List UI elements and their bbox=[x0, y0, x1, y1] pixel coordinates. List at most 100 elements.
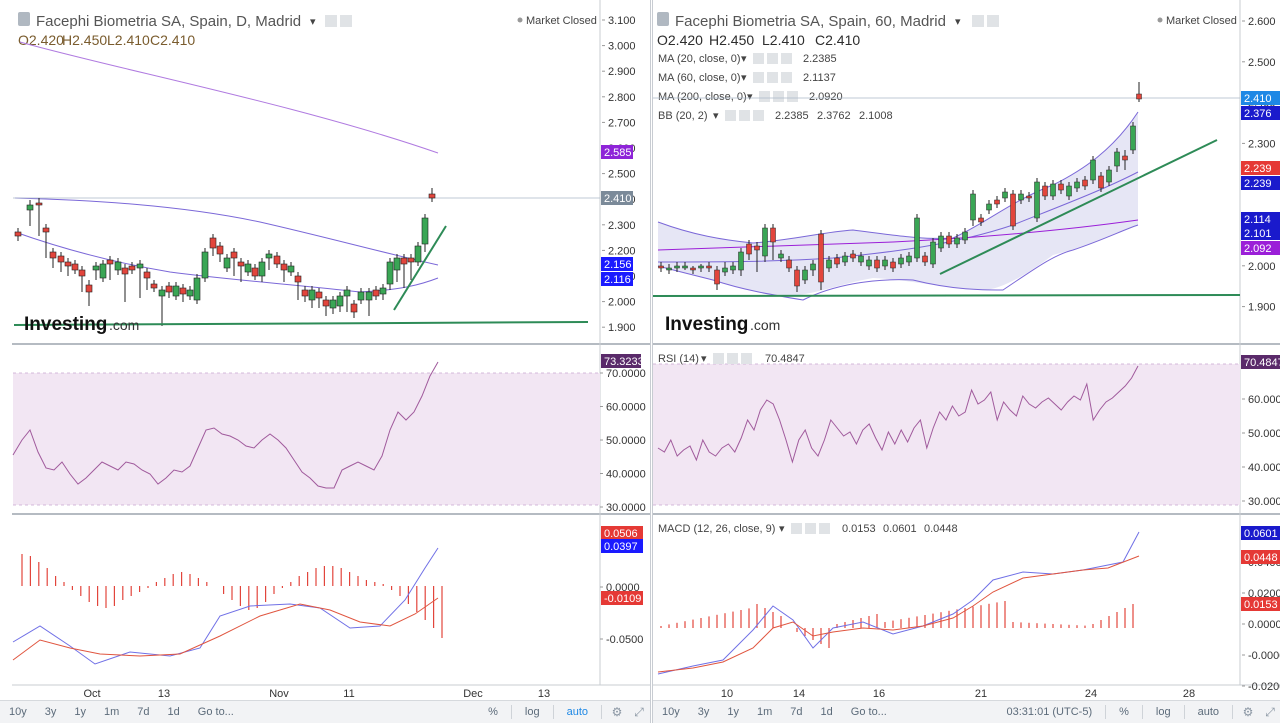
close-icon[interactable] bbox=[781, 53, 792, 64]
candlestick-series bbox=[658, 82, 1142, 292]
rsi-line bbox=[12, 361, 439, 489]
close-icon[interactable] bbox=[787, 91, 798, 102]
candle-body bbox=[350, 303, 358, 313]
format-icon[interactable] bbox=[987, 15, 999, 27]
price-tick-label: 2.900 bbox=[608, 66, 636, 78]
date-tick-label: 24 bbox=[1085, 688, 1097, 700]
percent-scale-button[interactable]: % bbox=[488, 706, 498, 718]
format-icon[interactable] bbox=[727, 353, 738, 364]
range-7d[interactable]: 7d bbox=[790, 706, 803, 718]
candle-body bbox=[826, 259, 832, 269]
settings-icon[interactable] bbox=[767, 72, 778, 83]
candle-body bbox=[930, 241, 936, 265]
svg-text:Investing: Investing bbox=[24, 314, 107, 335]
candle-body bbox=[244, 263, 252, 273]
ohlc-open: O2.420 bbox=[657, 32, 703, 48]
range-10y[interactable]: 10y bbox=[9, 706, 27, 718]
range-3y[interactable]: 3y bbox=[697, 706, 710, 718]
candle-body bbox=[265, 253, 273, 259]
bottom-toolbar: 10y 3y 1y 1m 7d 1d Go to... % log auto ⚙… bbox=[0, 700, 650, 723]
svg-text:2.0920: 2.0920 bbox=[809, 91, 843, 103]
settings-icon[interactable] bbox=[972, 15, 984, 27]
fullscreen-icon[interactable]: ⤢ bbox=[1265, 704, 1275, 719]
settings-icon[interactable] bbox=[759, 91, 770, 102]
auto-scale-button[interactable]: auto bbox=[1197, 706, 1219, 718]
range-1d[interactable]: 1d bbox=[820, 706, 833, 718]
settings-icon[interactable] bbox=[725, 110, 736, 121]
macd-badges: 0.0601 0.0448 0.0153 bbox=[1241, 526, 1280, 611]
range-10y[interactable]: 10y bbox=[662, 706, 680, 718]
close-icon[interactable] bbox=[753, 110, 764, 121]
rising-trendline[interactable] bbox=[393, 225, 447, 311]
rsi-axis[interactable]: 70.0000 60.0000 50.0000 40.0000 30.0000 bbox=[600, 368, 646, 514]
svg-text:2.3762: 2.3762 bbox=[817, 110, 851, 122]
close-icon[interactable] bbox=[819, 523, 830, 534]
format-icon[interactable] bbox=[340, 15, 352, 27]
chart-title: Facephi Biometria SA, Spain, 60, Madrid bbox=[675, 13, 946, 30]
gear-icon[interactable]: ⚙ bbox=[611, 705, 623, 719]
fullscreen-icon[interactable]: ⤢ bbox=[634, 704, 644, 719]
price-badge: 0.0153 bbox=[1241, 597, 1280, 611]
svg-text:MA (60, close, 0): MA (60, close, 0) bbox=[658, 72, 741, 84]
format-icon[interactable] bbox=[805, 523, 816, 534]
title-dropdown-icon[interactable]: ▾ bbox=[955, 16, 961, 28]
macd-tick-label: -0.0500 bbox=[606, 634, 643, 646]
hourly-chart-canvas[interactable]: Facephi Biometria SA, Spain, 60, Madrid … bbox=[652, 0, 1280, 701]
range-1y[interactable]: 1y bbox=[727, 706, 739, 718]
percent-scale-button[interactable]: % bbox=[1119, 706, 1129, 718]
log-scale-button[interactable]: log bbox=[1155, 706, 1171, 718]
daily-chart-canvas[interactable]: Facephi Biometria SA, Spain, D, Madrid ▾… bbox=[0, 0, 650, 701]
close-icon[interactable] bbox=[781, 72, 792, 83]
candle-body bbox=[954, 237, 960, 245]
range-1d[interactable]: 1d bbox=[167, 706, 180, 718]
log-scale-button[interactable]: log bbox=[524, 706, 540, 718]
goto-button[interactable]: Go to... bbox=[197, 706, 234, 718]
close-icon[interactable] bbox=[741, 353, 752, 364]
range-1y[interactable]: 1y bbox=[74, 706, 86, 718]
price-tick-label: 2.000 bbox=[1248, 261, 1276, 273]
svg-text:2.092: 2.092 bbox=[1244, 243, 1272, 255]
settings-icon[interactable] bbox=[767, 53, 778, 64]
candle-body bbox=[400, 257, 408, 265]
range-7d[interactable]: 7d bbox=[137, 706, 150, 718]
candle-body bbox=[209, 237, 217, 249]
svg-text:0.0448: 0.0448 bbox=[924, 523, 958, 535]
macd-line bbox=[657, 531, 1140, 675]
settings-icon[interactable] bbox=[753, 72, 764, 83]
auto-scale-button[interactable]: auto bbox=[566, 706, 588, 718]
candle-body bbox=[357, 291, 365, 301]
candle-body bbox=[842, 255, 848, 263]
support-trendline[interactable] bbox=[13, 321, 589, 326]
price-axis[interactable]: 3.1003.0002.9002.8002.7002.6002.5002.400… bbox=[602, 15, 636, 334]
goto-button[interactable]: Go to... bbox=[850, 706, 887, 718]
settings-icon[interactable] bbox=[773, 91, 784, 102]
candle-body bbox=[308, 289, 316, 301]
support-trendline[interactable] bbox=[652, 294, 1241, 297]
hourly-chart-panel[interactable]: Facephi Biometria SA, Spain, 60, Madrid … bbox=[652, 0, 1280, 723]
settings-icon[interactable] bbox=[325, 15, 337, 27]
candle-body bbox=[906, 255, 912, 263]
settings-icon[interactable] bbox=[739, 110, 750, 121]
candle-body bbox=[136, 263, 144, 269]
price-badge: 0.0397 bbox=[601, 539, 643, 553]
candle-body bbox=[858, 255, 864, 263]
date-axis[interactable]: 10 14 16 21 24 28 bbox=[721, 688, 1195, 700]
date-axis[interactable]: Oct 13 Nov 11 Dec 13 bbox=[83, 688, 550, 700]
macd-tick-label: -0.0200 bbox=[1248, 681, 1280, 693]
daily-chart-panel[interactable]: Facephi Biometria SA, Spain, D, Madrid ▾… bbox=[0, 0, 651, 723]
settings-icon[interactable] bbox=[791, 523, 802, 534]
date-tick-label: Dec bbox=[463, 688, 483, 700]
range-3y[interactable]: 3y bbox=[44, 706, 57, 718]
rising-trendline[interactable] bbox=[939, 139, 1218, 275]
title-dropdown-icon[interactable]: ▾ bbox=[310, 16, 316, 28]
candle-body bbox=[251, 267, 259, 277]
rsi-axis[interactable]: 60.0000 50.0000 40.0000 30.0000 bbox=[1242, 394, 1280, 508]
rsi-tick-label: 30.0000 bbox=[1248, 496, 1280, 508]
settings-icon[interactable] bbox=[753, 53, 764, 64]
range-1m[interactable]: 1m bbox=[104, 706, 120, 718]
gear-icon[interactable]: ⚙ bbox=[1242, 705, 1254, 719]
ohlc-low: L2.410 bbox=[762, 32, 805, 48]
range-1m[interactable]: 1m bbox=[757, 706, 773, 718]
settings-icon[interactable] bbox=[713, 353, 724, 364]
